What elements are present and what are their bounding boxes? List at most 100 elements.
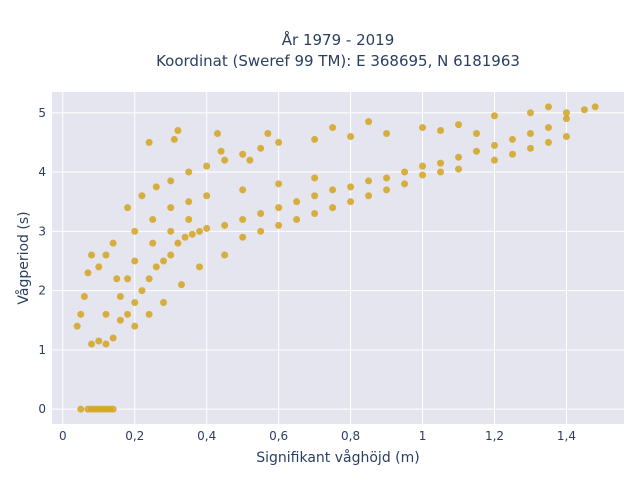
data-point [526,109,534,117]
data-point [131,227,139,235]
data-point [544,124,552,132]
data-point [138,192,146,200]
gridlines [52,92,624,424]
data-point [365,192,373,200]
data-point [490,141,498,149]
data-point [185,215,193,223]
data-point [562,132,570,140]
data-point [347,183,355,191]
y-axis-title: Vågperiod (s) [15,211,32,304]
data-point [246,156,254,164]
data-point [221,251,229,259]
data-point [365,118,373,126]
data-point [102,310,110,318]
data-point [490,112,498,120]
data-point [181,233,189,241]
y-tick-label: 4 [38,165,46,179]
data-point [437,127,445,135]
data-point [185,168,193,176]
y-tick-label: 0 [38,402,46,416]
data-point [383,174,391,182]
data-point [77,405,85,413]
data-point [80,293,88,301]
x-tick-label: 1,4 [557,429,576,443]
data-point [508,135,516,143]
data-point [401,168,409,176]
data-point [347,132,355,140]
data-point [145,275,153,283]
data-point [544,138,552,146]
data-point [401,180,409,188]
data-point [152,263,160,271]
data-point [264,130,272,137]
data-point [221,156,229,164]
data-point [124,275,132,283]
data-point [580,106,588,114]
data-point [275,204,283,212]
data-point [160,298,168,306]
data-point [73,322,81,330]
data-point [138,287,146,295]
data-point [419,124,427,132]
data-point [329,186,337,194]
y-tick-label: 5 [38,106,46,120]
data-point [275,138,283,146]
data-point [113,275,121,283]
data-point [160,257,168,265]
data-point [473,147,481,155]
data-point [185,198,193,206]
data-point [293,215,301,223]
data-point [116,316,124,324]
x-axis-title: Signifikant våghöjd (m) [256,449,419,466]
data-points [73,103,599,413]
data-point [152,183,160,191]
tick-labels: 0 0,2 0,4 0,6 0,8 1 1,2 1,4 0 1 2 3 4 5 [38,106,576,443]
data-point [329,124,337,132]
data-point [526,144,534,152]
plot-area [52,92,624,424]
data-point [311,210,319,218]
data-point [167,227,175,235]
data-point [213,130,221,137]
x-tick-label: 0 [59,429,67,443]
data-point [95,263,103,271]
data-point [145,310,153,318]
chart-title-line1: År 1979 - 2019 [282,30,395,49]
data-point [167,251,175,259]
data-point [311,192,319,200]
data-point [149,239,157,247]
data-point [124,204,132,212]
data-point [95,337,103,345]
data-point [490,156,498,164]
x-tick-label: 0,4 [197,429,216,443]
data-point [508,150,516,158]
data-point [149,215,157,223]
data-point [473,130,481,137]
x-tick-label: 0,2 [125,429,144,443]
data-point [455,121,463,129]
x-tick-label: 0,6 [269,429,288,443]
data-point [174,127,182,135]
data-point [109,405,117,413]
x-tick-label: 0,8 [341,429,360,443]
data-point [109,334,117,342]
data-point [437,159,445,167]
data-point [131,322,139,330]
data-point [239,150,247,158]
data-point [329,204,337,212]
data-point [239,233,247,241]
data-point [257,144,265,152]
data-point [419,171,427,179]
data-point [544,103,552,111]
data-point [174,239,182,247]
data-point [195,263,203,271]
data-point [562,109,570,117]
y-tick-label: 1 [38,343,46,357]
data-point [102,251,110,259]
data-point [365,177,373,185]
data-point [455,165,463,173]
y-tick-label: 3 [38,224,46,238]
data-point [116,293,124,301]
